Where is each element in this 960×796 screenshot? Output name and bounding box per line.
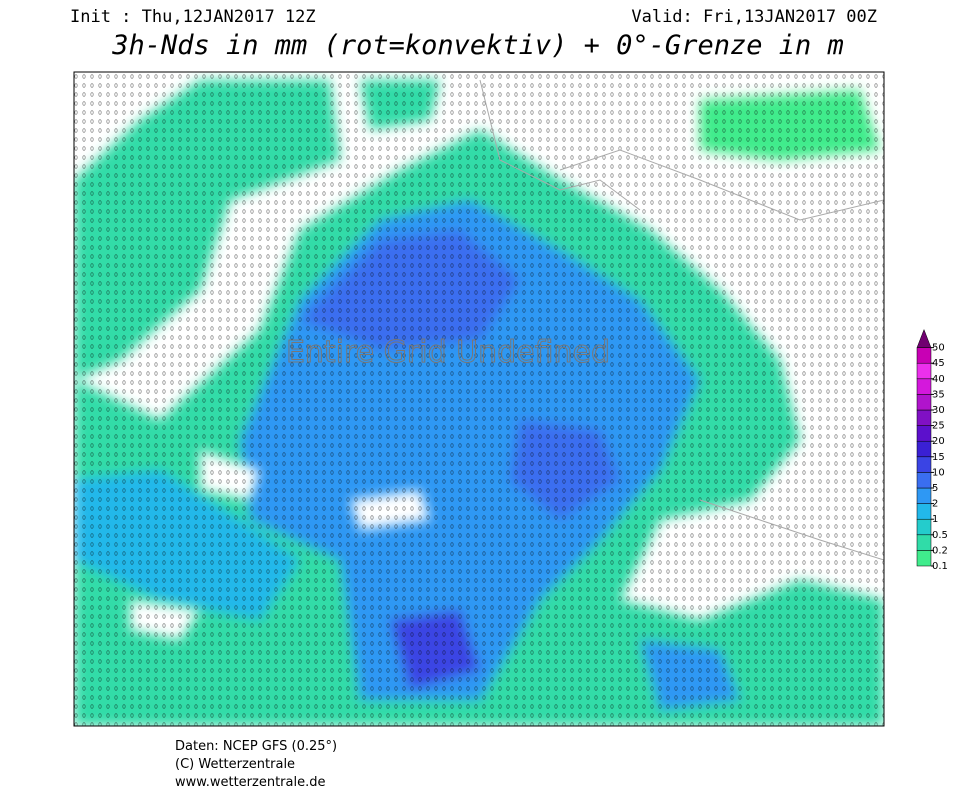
colorbar-label: 0.5 (932, 530, 948, 541)
colorbar-label: 45 (932, 358, 945, 369)
footer-line: Daten: NCEP GFS (0.25°) (175, 739, 337, 754)
footer-line: (C) Wetterzentrale (175, 757, 295, 772)
colorbar-segment (916, 425, 932, 442)
colorbar-arrow (916, 328, 932, 348)
colorbar-segment (916, 347, 932, 364)
borders (479, 79, 884, 561)
colorbar-label: 2 (932, 499, 938, 510)
colorbar-segment (916, 472, 932, 489)
colorbar-segment (916, 362, 932, 380)
overlay-text: Entire Grid Undefined (286, 335, 610, 370)
colorbar-label: 40 (932, 374, 945, 385)
init-time: Init : Thu,12JAN2017 12Z (70, 7, 316, 27)
colorbar-segment (916, 534, 932, 551)
footer-line: www.wetterzentrale.de (175, 775, 325, 790)
colorbar-segment (916, 409, 932, 426)
colorbar-segment (916, 394, 932, 411)
colorbar-segment (916, 440, 932, 458)
colorbar-label: 10 (932, 467, 945, 478)
colorbar-segment (916, 378, 932, 395)
colorbar-label: 15 (932, 452, 945, 463)
valid-time: Valid: Fri,13JAN2017 00Z (631, 7, 877, 27)
map-title: 3h-Nds in mm (rot=konvektiv) + 0°-Grenze… (111, 30, 844, 61)
colorbar-label: 25 (932, 421, 945, 432)
colorbar-segment (916, 503, 932, 520)
colorbar-segment (916, 518, 932, 536)
freezing-level-markers (74, 72, 884, 726)
colorbar-segment (916, 487, 932, 504)
map-area: Entire Grid Undefined (74, 72, 884, 726)
colorbar-label: 0.1 (932, 561, 948, 572)
colorbar-label: 0.2 (932, 545, 948, 556)
colorbar-segment (916, 456, 932, 473)
colorbar-label: 35 (932, 389, 945, 400)
colorbar-label: 5 (932, 483, 938, 494)
colorbar-label: 50 (932, 343, 945, 354)
colorbar-label: 1 (932, 514, 938, 525)
colorbar-label: 20 (932, 436, 945, 447)
colorbar-segment (916, 550, 932, 567)
map-frame (73, 71, 885, 727)
colorbar-label: 30 (932, 405, 945, 416)
